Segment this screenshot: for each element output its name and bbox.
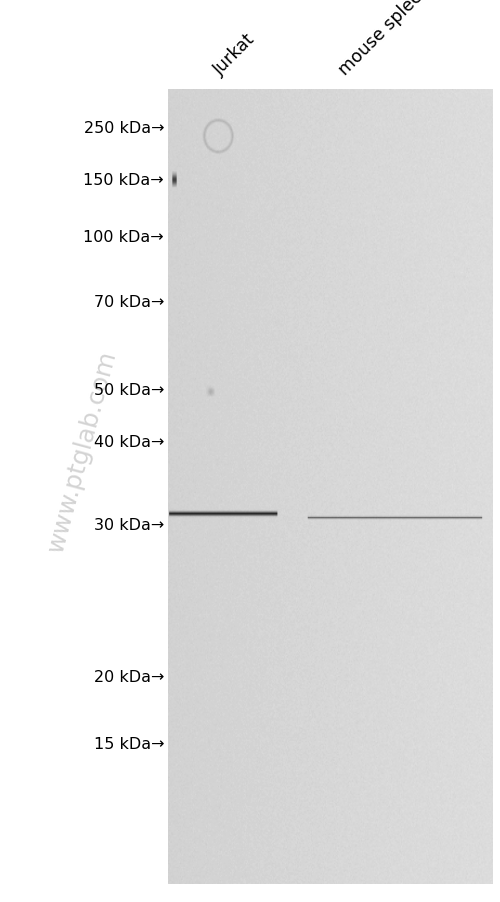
- Text: 150 kDa→: 150 kDa→: [84, 173, 164, 188]
- Text: 250 kDa→: 250 kDa→: [84, 121, 164, 135]
- Text: 30 kDa→: 30 kDa→: [94, 518, 164, 532]
- Text: 70 kDa→: 70 kDa→: [94, 295, 164, 309]
- Text: 40 kDa→: 40 kDa→: [94, 435, 164, 449]
- Text: 20 kDa→: 20 kDa→: [94, 669, 164, 684]
- Text: www.ptglab.com: www.ptglab.com: [44, 347, 121, 555]
- Text: 50 kDa→: 50 kDa→: [94, 382, 164, 397]
- Text: 100 kDa→: 100 kDa→: [84, 230, 164, 244]
- Text: mouse spleen: mouse spleen: [335, 0, 434, 79]
- Text: Jurkat: Jurkat: [210, 31, 258, 79]
- Text: 15 kDa→: 15 kDa→: [94, 737, 164, 751]
